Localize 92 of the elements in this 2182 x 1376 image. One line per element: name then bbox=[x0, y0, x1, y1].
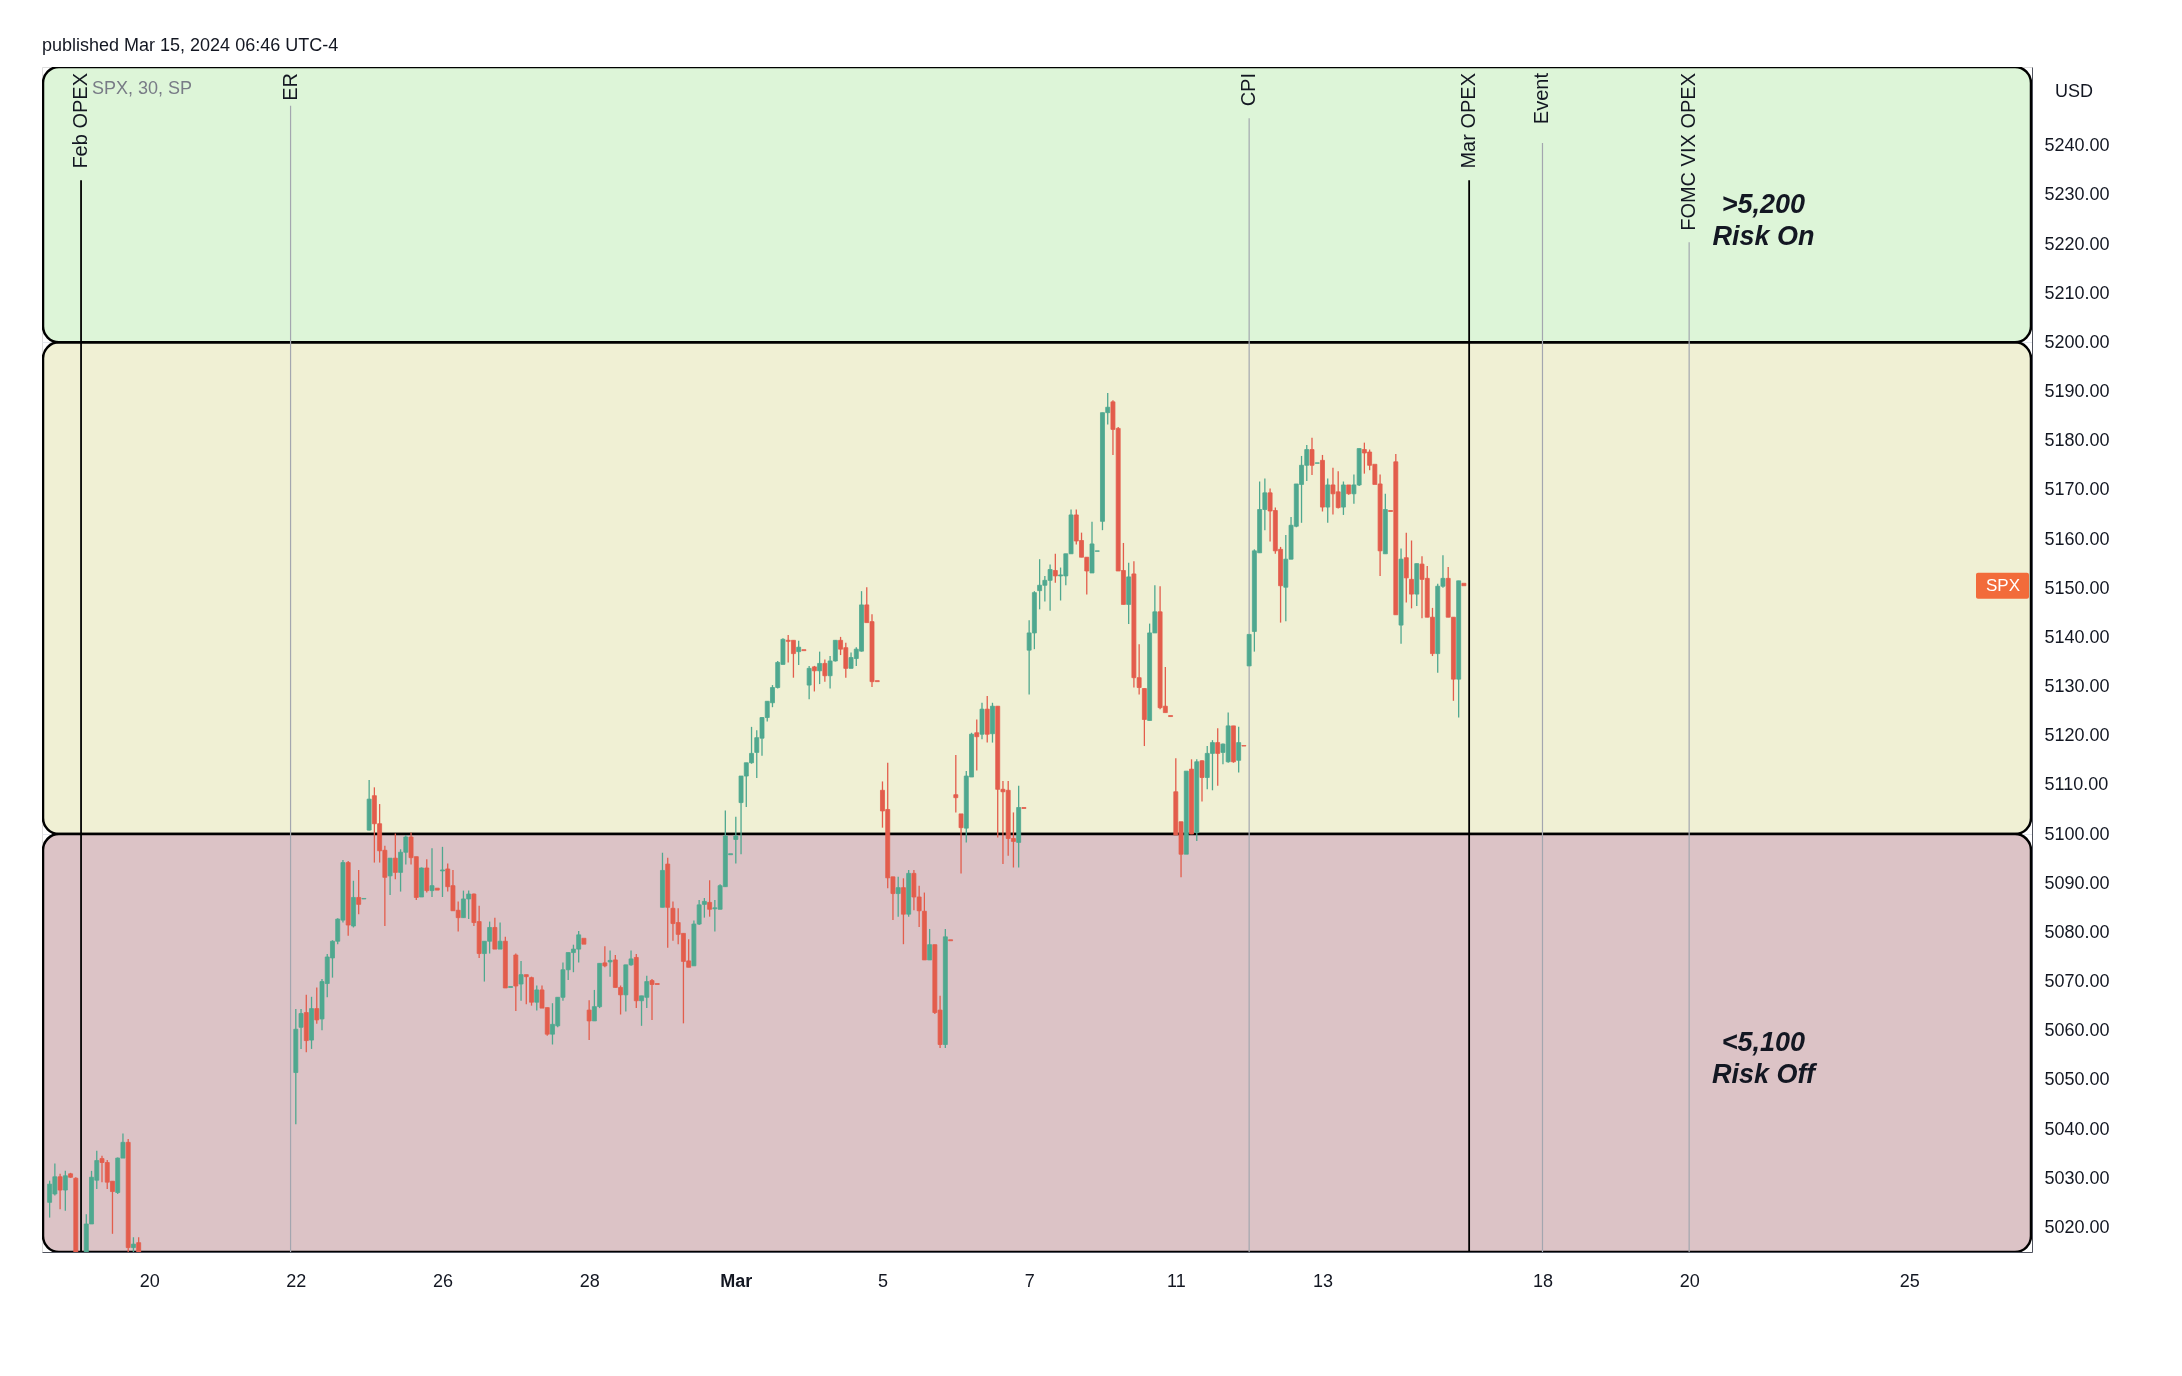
y-tick-label: 5110.00 bbox=[2044, 774, 2109, 795]
x-tick-label: 26 bbox=[432, 1270, 453, 1291]
candlestick bbox=[1409, 539, 1414, 610]
y-tick-label: 5060.00 bbox=[2044, 1020, 2110, 1041]
candlestick bbox=[57, 1173, 63, 1210]
x-tick-label: 20 bbox=[139, 1270, 160, 1291]
x-tick-label: Mar bbox=[720, 1270, 753, 1291]
annotation: SPX bbox=[1985, 575, 2021, 595]
candlestick bbox=[895, 876, 901, 918]
candlestick bbox=[974, 718, 980, 772]
candlestick bbox=[1403, 531, 1409, 604]
x-tick-label: 13 bbox=[1312, 1270, 1333, 1291]
band-label: >5,200 Risk On bbox=[1712, 188, 1815, 251]
candlestick bbox=[298, 1008, 304, 1050]
candlestick bbox=[523, 974, 529, 1005]
candlestick bbox=[733, 816, 739, 865]
x-tick-label: 7 bbox=[1024, 1270, 1035, 1291]
x-tick-label: 22 bbox=[286, 1270, 307, 1291]
candlestick bbox=[314, 986, 320, 1025]
y-tick-label: 5150.00 bbox=[2044, 577, 2110, 598]
band-label: <5,100 Risk Off bbox=[1711, 1027, 1818, 1090]
x-tick-label: 11 bbox=[1166, 1270, 1186, 1291]
y-tick-label: 5230.00 bbox=[2044, 184, 2110, 205]
annotation: Mar OPEX bbox=[1457, 73, 1480, 169]
y-tick-label: 5240.00 bbox=[2044, 135, 2110, 156]
candlestick bbox=[602, 945, 608, 968]
candlestick bbox=[356, 869, 362, 915]
candlestick bbox=[1461, 582, 1467, 587]
y-tick-label: 5160.00 bbox=[2044, 528, 2110, 549]
candlestick bbox=[497, 921, 503, 950]
candlestick bbox=[948, 939, 953, 942]
y-tick-label: 5140.00 bbox=[2044, 626, 2110, 647]
candlestick bbox=[1215, 727, 1221, 787]
candlestick bbox=[801, 649, 807, 652]
candlestick bbox=[429, 847, 435, 898]
candlestick bbox=[1309, 437, 1315, 476]
candlestick bbox=[1183, 770, 1189, 855]
candlestick bbox=[581, 937, 587, 945]
candlestick bbox=[953, 754, 959, 814]
x-tick-label: 25 bbox=[1899, 1270, 1920, 1291]
annotation: Event bbox=[1530, 72, 1553, 125]
annotation: ER bbox=[278, 73, 301, 101]
y-tick-label: 5200.00 bbox=[2044, 331, 2110, 352]
candlestick bbox=[424, 858, 430, 894]
candlestick bbox=[1236, 726, 1242, 774]
annotation: FOMC VIX OPEX bbox=[1677, 73, 1700, 231]
candlestick bbox=[62, 1170, 68, 1212]
candlestick bbox=[927, 928, 933, 961]
candlestick bbox=[1199, 759, 1205, 803]
candlestick bbox=[392, 832, 398, 880]
candlestick bbox=[518, 960, 524, 1002]
candlestick bbox=[1325, 477, 1331, 524]
x-tick-label: 28 bbox=[579, 1270, 600, 1291]
y-tick-label: 5090.00 bbox=[2044, 872, 2110, 893]
y-tick-label: 5100.00 bbox=[2044, 823, 2110, 844]
y-tick-label: 5030.00 bbox=[2044, 1167, 2110, 1188]
candlestick bbox=[806, 665, 812, 700]
y-tick-label: 5050.00 bbox=[2044, 1069, 2110, 1090]
candlestick bbox=[811, 665, 817, 693]
y-tick-label: 5180.00 bbox=[2044, 430, 2110, 451]
candlestick bbox=[607, 949, 613, 978]
candlestick bbox=[707, 879, 713, 918]
y-tick-label: 5080.00 bbox=[2044, 921, 2110, 942]
y-tick-label: 5220.00 bbox=[2044, 233, 2110, 254]
annotation: CPI bbox=[1237, 73, 1260, 107]
y-tick-label: 5040.00 bbox=[2044, 1118, 2110, 1139]
candlestick bbox=[534, 984, 540, 1012]
candlestick bbox=[817, 650, 823, 685]
y-tick-label: 5130.00 bbox=[2044, 676, 2110, 697]
candlestick bbox=[434, 887, 440, 891]
candlestick bbox=[440, 846, 445, 898]
y-tick-label: 5170.00 bbox=[2044, 479, 2110, 500]
candlestick bbox=[387, 857, 393, 896]
annotation: Feb OPEX bbox=[69, 73, 92, 169]
chart-title: published Mar 15, 2024 06:46 UTC-4 bbox=[42, 35, 339, 55]
y-tick-label: 5210.00 bbox=[2044, 282, 2110, 303]
y-tick-label: 5190.00 bbox=[2044, 381, 2110, 402]
candlestick bbox=[958, 813, 964, 875]
candlestick bbox=[1341, 480, 1346, 516]
y-axis-title: USD bbox=[2054, 81, 2094, 101]
y-tick-label: 5120.00 bbox=[2044, 725, 2110, 746]
x-tick-label: 5 bbox=[877, 1270, 888, 1291]
candlestick bbox=[1052, 553, 1058, 584]
annotation: SPX, 30, SP bbox=[92, 78, 193, 98]
candlestick bbox=[492, 916, 498, 950]
y-tick-label: 5070.00 bbox=[2044, 971, 2110, 992]
x-tick-label: 18 bbox=[1532, 1270, 1553, 1291]
candlestick bbox=[586, 999, 592, 1041]
candlestick bbox=[796, 640, 802, 666]
y-tick-label: 5020.00 bbox=[2044, 1216, 2110, 1237]
x-tick-label: 20 bbox=[1679, 1270, 1700, 1291]
candlestick bbox=[822, 658, 828, 683]
